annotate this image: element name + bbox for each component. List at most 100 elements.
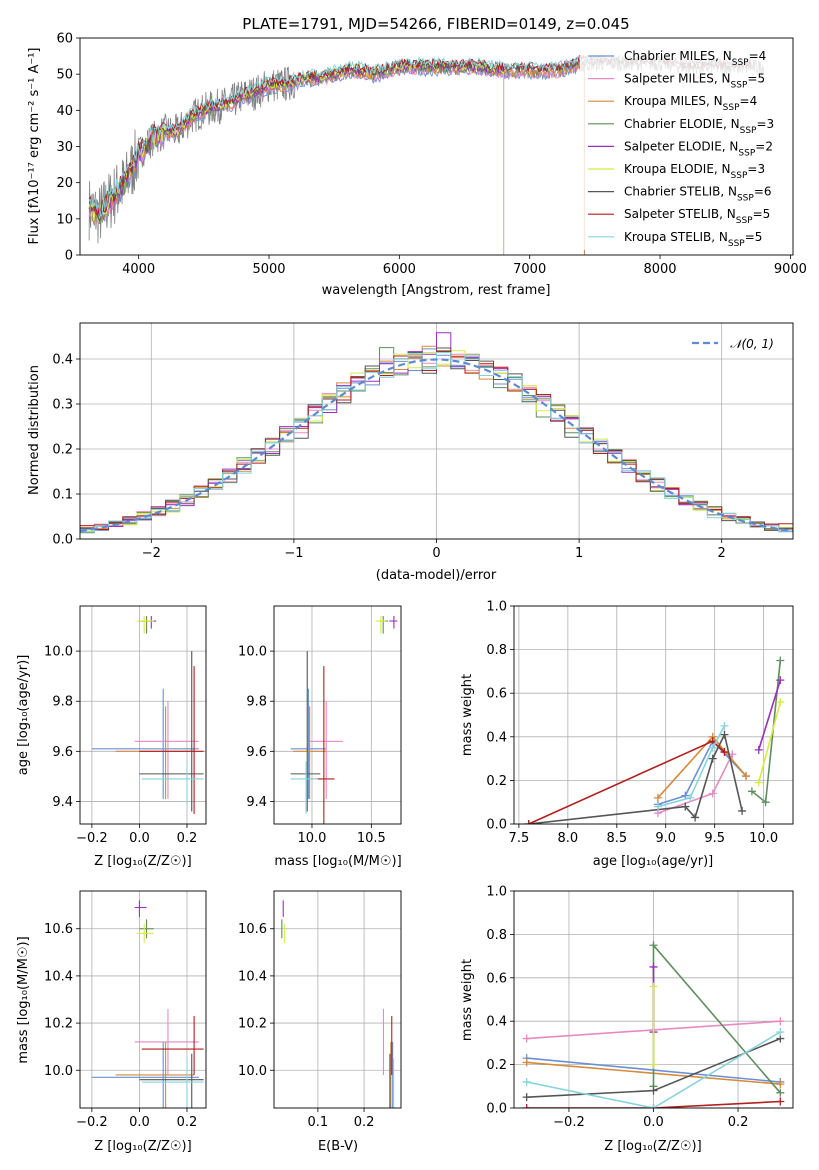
residuals-ticks: −2 −1 0 1 2 0.0 0.1 0.2 0.3 0.4 xyxy=(52,353,726,562)
errorbar-kroupa-stelib xyxy=(141,1058,204,1108)
errorbar-kroupa-elodie xyxy=(137,924,154,943)
weight-metallicity-plot-area xyxy=(522,941,785,1108)
age-metallicity-frame xyxy=(79,605,207,825)
errorbar-salpeter-miles xyxy=(134,1008,199,1075)
weight-age-ytick-label: 0.4 xyxy=(486,730,507,745)
spectrum-ylabel: Flux [fλ10⁻¹⁷ erg cm⁻² s⁻¹ A⁻¹] xyxy=(27,48,42,245)
mass-extinction-frame xyxy=(273,890,402,1109)
age-mass-plot-area xyxy=(290,616,398,824)
mass-extinction-xlabel: E(B-V) xyxy=(318,1139,358,1154)
weight-marker-chabrier-stelib xyxy=(738,806,747,815)
spectrum-panel: PLATE=1791, MJD=54266, FIBERID=0149, z=0… xyxy=(27,15,807,298)
residuals-xtick-label: 1 xyxy=(575,546,583,561)
weight-series-chabrier-stelib xyxy=(522,1034,785,1102)
weight-age-ytick-label: 0.0 xyxy=(486,818,507,833)
residuals-ytick-label: 0.4 xyxy=(52,353,73,368)
age-mass-xtick-label: 10.0 xyxy=(298,831,327,846)
spectrum-xtick-label: 5000 xyxy=(252,262,285,277)
mass-extinction-ytick-label: 10.6 xyxy=(238,922,267,937)
mass-metallicity-ytick-label: 10.0 xyxy=(44,1064,73,1079)
weight-age-ytick-label: 0.6 xyxy=(486,687,507,702)
residuals-legend: 𝒩(0, 1) xyxy=(692,337,774,351)
weight-marker-salpeter-elodie xyxy=(776,676,785,685)
weight-line-kroupa-stelib xyxy=(657,725,726,808)
age-mass-grid xyxy=(274,606,401,824)
errorbar-chabrier-miles xyxy=(91,688,199,799)
weight-age-xtick-label: 8.0 xyxy=(557,831,578,846)
mass-extinction-panel: E(B-V) 0.1 0.2 10.0 10.2 10.4 10.6 xyxy=(238,890,402,1154)
normal-reference-curve xyxy=(80,358,793,533)
weight-marker-kroupa-stelib xyxy=(708,743,717,752)
weight-marker-chabrier-elodie xyxy=(776,1088,785,1097)
weight-marker-kroupa-elodie xyxy=(776,697,785,706)
spectrum-xlabel: wavelength [Angstrom, rest frame] xyxy=(322,283,551,298)
weight-metallicity-xtick-label: 0.0 xyxy=(643,1115,664,1130)
age-metallicity-ytick-label: 10.0 xyxy=(44,645,73,660)
mass-metallicity-xtick-label: 0.2 xyxy=(177,1115,198,1130)
errorbar-salpeter-elodie xyxy=(134,900,147,917)
legend-nssp-subscript: SSP xyxy=(732,58,749,68)
weight-age-xtick-label: 8.5 xyxy=(606,831,627,846)
residuals-ytick-label: 0.3 xyxy=(52,398,73,413)
weight-series-chabrier-elodie xyxy=(747,656,785,807)
age-metallicity-panel: Z [log₁₀(Z/Z☉)] age [log₁₀(age/yr)] −0.2… xyxy=(16,605,207,869)
weight-metallicity-ticks: −0.2 0.0 0.2 0.0 0.2 0.4 0.6 0.8 1.0 xyxy=(486,885,748,1131)
errorbar-chabrier-miles xyxy=(290,688,327,799)
legend-nssp-subscript: SSP xyxy=(731,171,748,181)
errorbar-salpeter-miles xyxy=(309,701,343,799)
weight-marker-chabrier-elodie xyxy=(761,798,770,807)
weight-marker-salpeter-stelib xyxy=(720,748,729,757)
legend-nssp-subscript: SSP xyxy=(737,194,754,204)
mass-extinction-xtick-label: 0.2 xyxy=(354,1115,375,1130)
legend-nssp-value: =2 xyxy=(755,139,773,153)
mass-metallicity-xtick-label: 0.0 xyxy=(129,1115,150,1130)
weight-marker-kroupa-stelib xyxy=(720,721,729,730)
age-metallicity-xtick-label: −0.2 xyxy=(76,831,108,846)
errorbar-kroupa-stelib xyxy=(141,761,204,807)
weight-line-chabrier-stelib xyxy=(528,732,743,824)
age-mass-xtick-label: 10.5 xyxy=(357,831,386,846)
weight-marker-salpeter-elodie xyxy=(754,745,763,754)
age-mass-xlabel: mass [log₁₀(M/M☉)] xyxy=(274,854,401,869)
age-mass-ytick-label: 9.6 xyxy=(246,745,267,760)
weight-marker-salpeter-stelib xyxy=(776,1097,785,1106)
weight-metallicity-ytick-label: 0.0 xyxy=(486,1102,507,1117)
mass-metallicity-plot-area xyxy=(91,900,204,1108)
spectrum-xtick-label: 6000 xyxy=(383,262,416,277)
residuals-xtick-label: −1 xyxy=(284,546,303,561)
legend-nssp-subscript: SSP xyxy=(740,126,757,136)
legend-nssp-value: =5 xyxy=(747,72,765,86)
errorbar-chabrier-stelib xyxy=(139,1053,204,1108)
spectrum-xtick-label: 8000 xyxy=(643,262,676,277)
spectrum-model-kroupa-elodie xyxy=(88,60,505,255)
legend-nssp-subscript: SSP xyxy=(738,148,755,158)
legend-nssp-value: =3 xyxy=(756,117,774,131)
spectrum-ytick-label: 20 xyxy=(56,176,73,191)
weight-marker-chabrier-stelib xyxy=(681,802,690,811)
mass-extinction-ytick-label: 10.2 xyxy=(238,1017,267,1032)
spectrum-model-chabrier-miles xyxy=(88,63,585,255)
weight-line-chabrier-elodie xyxy=(751,660,782,804)
mass-metallicity-ylabel: mass [log₁₀(M/M☉)] xyxy=(16,936,31,1063)
age-metallicity-xtick-label: 0.2 xyxy=(177,831,198,846)
weight-metallicity-ytick-label: 0.2 xyxy=(486,1058,507,1073)
weight-age-xtick-label: 9.0 xyxy=(655,831,676,846)
weight-line-kroupa-stelib xyxy=(526,1031,781,1108)
weight-marker-chabrier-elodie xyxy=(776,656,785,665)
weight-metallicity-xtick-label: 0.2 xyxy=(728,1115,749,1130)
mass-extinction-plot-area xyxy=(281,900,395,1108)
errorbar-salpeter-stelib xyxy=(141,1016,204,1075)
weight-marker-chabrier-stelib xyxy=(720,730,729,739)
mass-metallicity-ytick-label: 10.6 xyxy=(44,922,73,937)
mass-metallicity-panel: Z [log₁₀(Z/Z☉)] mass [log₁₀(M/M☉)] −0.2 0… xyxy=(16,890,207,1154)
weight-age-ytick-label: 1.0 xyxy=(486,600,507,615)
errorbar-salpeter-elodie xyxy=(139,616,157,629)
weight-metallicity-ylabel: mass weight xyxy=(460,959,475,1041)
weight-age-ylabel: mass weight xyxy=(460,674,475,756)
weight-marker-kroupa-stelib xyxy=(686,793,695,802)
weight-marker-kroupa-stelib xyxy=(776,1028,785,1037)
legend-nssp-value: =5 xyxy=(753,207,771,221)
weight-metallicity-ytick-label: 0.6 xyxy=(486,971,507,986)
weight-metallicity-xlabel: Z [log₁₀(Z/Z☉)] xyxy=(604,1139,701,1154)
